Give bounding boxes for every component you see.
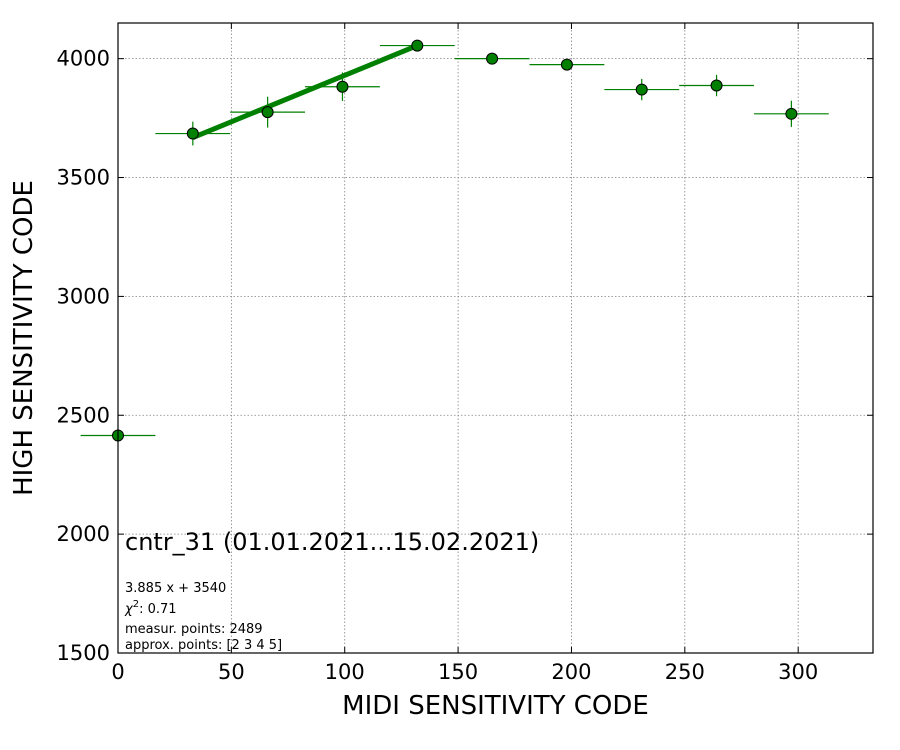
chi2-superscript: 2 (133, 599, 139, 610)
plot-frame (117, 22, 874, 654)
data-point (411, 39, 424, 52)
data-point (560, 58, 573, 71)
data-point (710, 79, 723, 92)
data-point (785, 107, 798, 120)
x-tick-label: 200 (551, 660, 591, 684)
y-tick-label: 3500 (57, 166, 110, 190)
x-tick-label: 300 (778, 660, 818, 684)
data-points (112, 39, 798, 442)
x-axis-label: MIDI SENSITIVITY CODE (342, 691, 649, 721)
data-point (336, 80, 349, 93)
annotation-approx-points: approx. points: [2 3 4 5] (125, 638, 282, 653)
fit-line-layer (191, 43, 419, 140)
annotation-measur-points: measur. points: 2489 (125, 622, 263, 637)
y-tick-label: 1500 (57, 641, 110, 665)
data-point (261, 106, 274, 119)
annotation-title: cntr_31 (01.01.2021...15.02.2021) (125, 528, 539, 556)
annotation-fit-equation: 3.885 x + 3540 (125, 581, 226, 596)
y-tick-label: 2000 (57, 522, 110, 546)
data-point (486, 52, 499, 65)
annotation-chi2: χ2: 0.71 (124, 599, 177, 617)
error-bars (80, 44, 829, 437)
chi2-symbol: χ (124, 602, 134, 617)
y-tick-label: 2500 (57, 403, 110, 427)
data-point (635, 83, 648, 96)
x-tick-label: 150 (438, 660, 478, 684)
data-point (186, 127, 199, 140)
fit-line (191, 43, 419, 140)
axis-ticks: 0 50 100 150 200 250 300 1500 2000 2500 3000 3500 40… (57, 23, 873, 684)
y-axis-label: HIGH SENSITIVITY CODE (9, 180, 39, 496)
grid (117, 23, 873, 654)
x-tick-label: 0 (111, 660, 124, 684)
x-tick-label: 250 (665, 660, 705, 684)
y-tick-label: 3000 (57, 284, 110, 308)
y-tick-label: 4000 (57, 47, 110, 71)
chi2-value: : 0.71 (139, 602, 176, 617)
x-tick-label: 50 (218, 660, 245, 684)
x-tick-label: 100 (325, 660, 365, 684)
